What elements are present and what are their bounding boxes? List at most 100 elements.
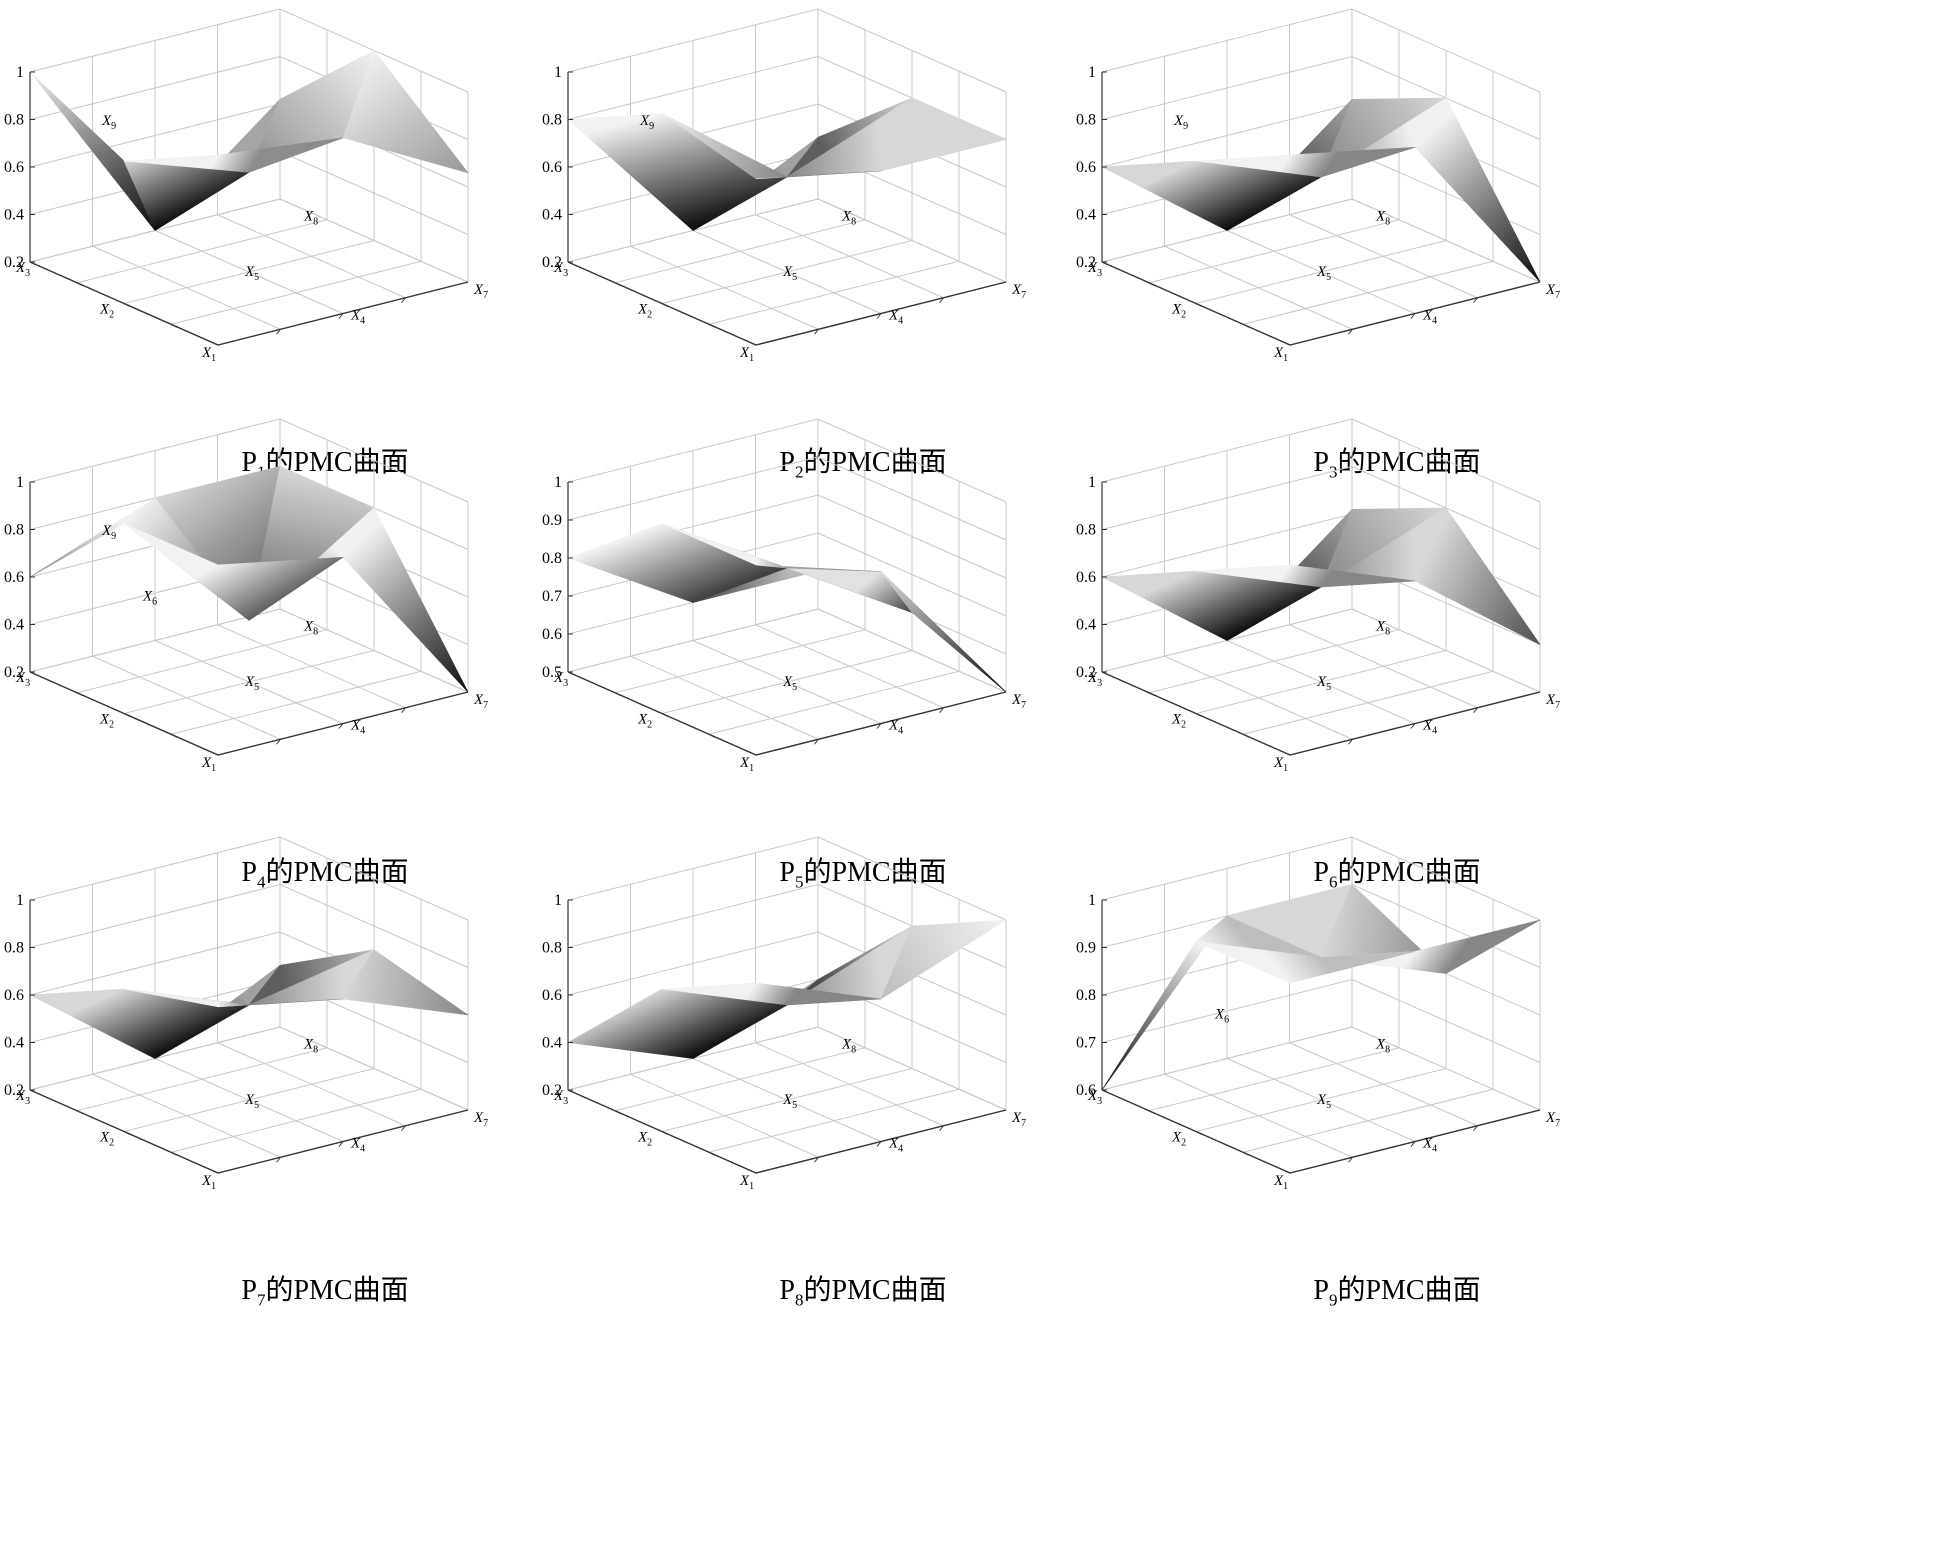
axis-label-x9: X9 (101, 113, 116, 132)
z-tick-label: 0.2 (4, 1082, 24, 1099)
axis-label-x9: X9 (639, 113, 654, 132)
axis-label-x8: X8 (841, 209, 856, 228)
axis-label-x3: X3 (553, 260, 568, 279)
surface-mesh (567, 522, 1007, 693)
axis-label-x3: X3 (15, 1088, 30, 1107)
surface-facet (217, 556, 345, 621)
pmc-panel-5: 0.5 0.6 0.7 0.8 0.9 1 X3 X2 X1 X5 X4 X7 P5的PMC曲面 (538, 410, 1188, 924)
axis-label-x7: X7 (473, 282, 488, 301)
surface-mesh (1100, 507, 1541, 645)
z-tick-label: 1 (16, 892, 24, 909)
surface-plot: 0.2 0.4 0.6 0.8 1 X3 X2 X1 X5 X4 X8 X7 (1076, 418, 1560, 774)
z-tick-label: 0.8 (1076, 112, 1096, 129)
axis-label-x1: X1 (1273, 345, 1288, 364)
pmc-panel-2: 0.2 0.4 0.6 0.8 1 X3 X2 X1 X9 X5 X4 X8 X7 P2的PMC曲面 (538, 0, 1188, 514)
surface-facet (1414, 97, 1541, 283)
axis-label-x7: X7 (1011, 692, 1026, 711)
z-tick-label: 0.6 (4, 987, 24, 1004)
z-tick-label: 0.6 (4, 569, 24, 586)
axis-label-x4: X4 (1422, 718, 1437, 737)
z-tick-label: 1 (1088, 64, 1096, 81)
axis-label-x6: X6 (142, 589, 157, 608)
z-tick-label: 0.4 (542, 1035, 562, 1052)
axis-label-x1: X1 (201, 345, 216, 364)
pmc-panel-7: 0.2 0.4 0.6 0.8 1 X3 X2 X1 X5 X4 X8 X7 P7的PMC曲面 (0, 828, 650, 1342)
axis-label-x6: X6 (1214, 1007, 1229, 1026)
z-tick-label: 0.8 (4, 522, 24, 539)
axis-label-x8: X8 (1375, 209, 1390, 228)
pmc-panel-9: 0.6 0.7 0.8 0.9 1 X3 X2 X1 X6 X5 X4 X8 X7 P9的PMC曲面 (1072, 828, 1722, 1342)
axis-label-x8: X8 (841, 1037, 856, 1056)
z-tick-label: 0.6 (1076, 569, 1096, 586)
z-tick-label: 0.2 (542, 254, 562, 271)
axis-label-x2: X2 (637, 302, 652, 321)
surface-mesh (1100, 97, 1541, 283)
z-tick-label: 1 (554, 892, 562, 909)
z-tick-label: 0.4 (542, 207, 562, 224)
axis-label-x1: X1 (1273, 1173, 1288, 1192)
axis-label-x5: X5 (244, 1092, 259, 1111)
surface-plot: 0.5 0.6 0.7 0.8 0.9 1 X3 X2 X1 X5 X4 X7 (542, 418, 1026, 774)
pmc-panel-8: 0.2 0.4 0.6 0.8 1 X3 X2 X1 X5 X4 X8 X7 P8的PMC曲面 (538, 828, 1188, 1342)
z-tick-label: 0.8 (542, 550, 562, 567)
surface-mesh (567, 919, 1007, 1059)
axis-label-x2: X2 (1171, 302, 1186, 321)
surface-facet (1289, 564, 1416, 588)
surface-facet (1414, 507, 1541, 645)
surface-mesh (1101, 883, 1541, 1091)
surface-plot: 0.2 0.4 0.6 0.8 1 X3 X2 X1 X9 X5 X4 X8 X7 (1076, 8, 1560, 364)
axis-label-x5: X5 (1316, 674, 1331, 693)
surface-mesh (28, 949, 469, 1060)
z-tick-label: 0.4 (1076, 617, 1096, 634)
surface-facet (755, 564, 882, 572)
axis-label-x5: X5 (782, 264, 797, 283)
axis-label-x2: X2 (99, 712, 114, 731)
axis-label-x2: X2 (637, 712, 652, 731)
z-tick-label: 1 (16, 64, 24, 81)
surface-facet (217, 137, 344, 173)
axis-label-x4: X4 (350, 308, 365, 327)
z-tick-label: 0.5 (542, 664, 562, 681)
surface-plot: 0.2 0.4 0.6 0.8 1 X3 X2 X1 X5 X4 X8 X7 (4, 836, 488, 1192)
z-tick-label: 0.4 (1076, 207, 1096, 224)
axis-label-x9: X9 (101, 523, 116, 542)
axis-label-x5: X5 (782, 1092, 797, 1111)
axis-label-x7: X7 (1011, 1110, 1026, 1129)
axis-label-x1: X1 (1273, 755, 1288, 774)
axis-label-x3: X3 (1087, 1088, 1102, 1107)
axis-label-x8: X8 (303, 209, 318, 228)
surface-facet (786, 567, 913, 614)
z-tick-label: 1 (554, 64, 562, 81)
panel-caption: P8的PMC曲面 (779, 1275, 947, 1310)
panel-caption: P6的PMC曲面 (1313, 857, 1481, 892)
z-tick-label: 0.4 (4, 1035, 24, 1052)
grid-lines (29, 8, 469, 346)
pmc-panel-1: 0.20.40.60.81X3X2X1X9X5X4X8X7P1的PMC曲面 (0, 0, 650, 514)
grid-lines (567, 836, 1007, 1174)
axis-label-x4: X4 (350, 718, 365, 737)
axis-label-x4: X4 (1422, 308, 1437, 327)
surface-facet (880, 97, 1007, 172)
axis-label-x8: X8 (303, 1037, 318, 1056)
axis-label-x2: X2 (637, 1130, 652, 1149)
axis-label-x4: X4 (888, 718, 903, 737)
z-tick-label: 1 (554, 474, 562, 491)
axis-label-x2: X2 (99, 302, 114, 321)
z-tick-label: 0.2 (542, 1082, 562, 1099)
axes (1101, 482, 1541, 756)
axis-label-x4: X4 (888, 1136, 903, 1155)
axis-label-x3: X3 (1087, 670, 1102, 689)
z-tick-label: 0.6 (542, 626, 562, 643)
z-tick-label: 0.6 (1076, 1082, 1096, 1099)
surface-facet (342, 949, 469, 1016)
surface-facet (217, 998, 344, 1008)
axis-label-x7: X7 (1545, 1110, 1560, 1129)
surface-mesh (567, 97, 1007, 232)
axis-label-x1: X1 (739, 345, 754, 364)
axis-label-x5: X5 (782, 674, 797, 693)
z-tick-label: 0.8 (4, 940, 24, 957)
axis-label-x7: X7 (1011, 282, 1026, 301)
z-tick-label: 0.2 (1076, 664, 1096, 681)
axis-label-x2: X2 (99, 1130, 114, 1149)
